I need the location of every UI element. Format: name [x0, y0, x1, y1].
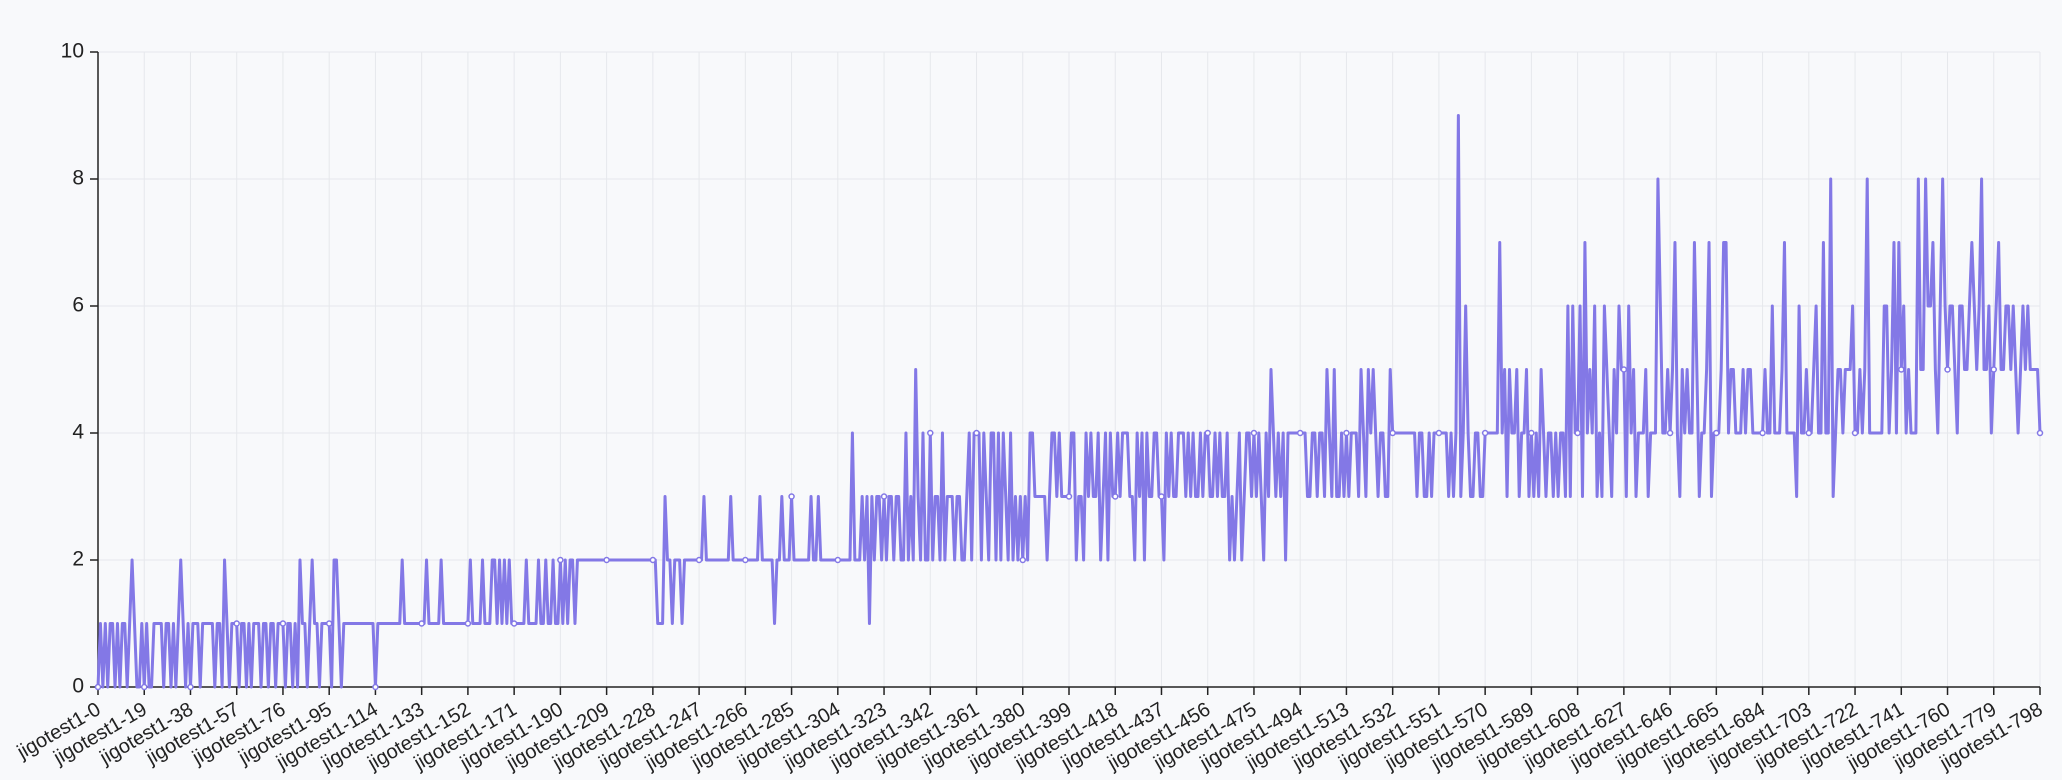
data-point — [2036, 429, 2044, 437]
data-point — [1204, 429, 1211, 437]
y-tick-label: 2 — [72, 548, 84, 571]
data-point — [557, 556, 564, 564]
data-point — [233, 620, 240, 627]
data-point — [1759, 429, 1766, 437]
data-point — [603, 556, 610, 564]
data-point — [1296, 429, 1304, 437]
data-point — [187, 683, 194, 691]
data-point — [1620, 366, 1628, 373]
data-point — [1528, 429, 1535, 437]
y-tick-label: 8 — [72, 167, 84, 190]
data-point — [1990, 366, 1998, 373]
data-point — [1666, 429, 1674, 437]
axes — [90, 51, 2041, 695]
data-point — [1065, 493, 1073, 500]
data-point — [1389, 429, 1396, 437]
data-point — [94, 683, 102, 691]
data-point — [418, 620, 425, 627]
series-layer — [94, 114, 2044, 691]
data-point — [1851, 429, 1859, 437]
data-point — [742, 556, 749, 564]
data-point — [927, 429, 934, 437]
data-point — [973, 429, 980, 437]
data-point — [1111, 493, 1119, 500]
data-point — [140, 683, 148, 691]
y-tick-label: 0 — [72, 675, 84, 698]
data-point — [1158, 493, 1165, 500]
data-point — [1805, 429, 1813, 437]
y-tick-label: 10 — [61, 40, 84, 63]
data-point — [1898, 366, 1905, 373]
data-point — [649, 556, 657, 564]
data-point — [325, 620, 333, 627]
data-point — [1713, 429, 1720, 437]
data-point — [1019, 556, 1027, 564]
data-point — [510, 620, 518, 627]
y-tick-label: 6 — [72, 294, 84, 317]
data-point — [1574, 429, 1581, 437]
grid — [97, 51, 2041, 688]
data-point — [1944, 366, 1951, 373]
data-point — [1481, 429, 1489, 437]
data-point — [695, 556, 703, 564]
y-tick-label: 4 — [72, 421, 84, 444]
data-point — [372, 683, 379, 691]
data-point — [279, 620, 287, 627]
data-point — [464, 620, 472, 627]
data-point — [1250, 429, 1258, 437]
data-point — [788, 493, 795, 500]
data-point — [834, 556, 842, 564]
data-point — [1435, 429, 1443, 437]
data-point — [1343, 429, 1350, 437]
data-point — [880, 493, 888, 500]
